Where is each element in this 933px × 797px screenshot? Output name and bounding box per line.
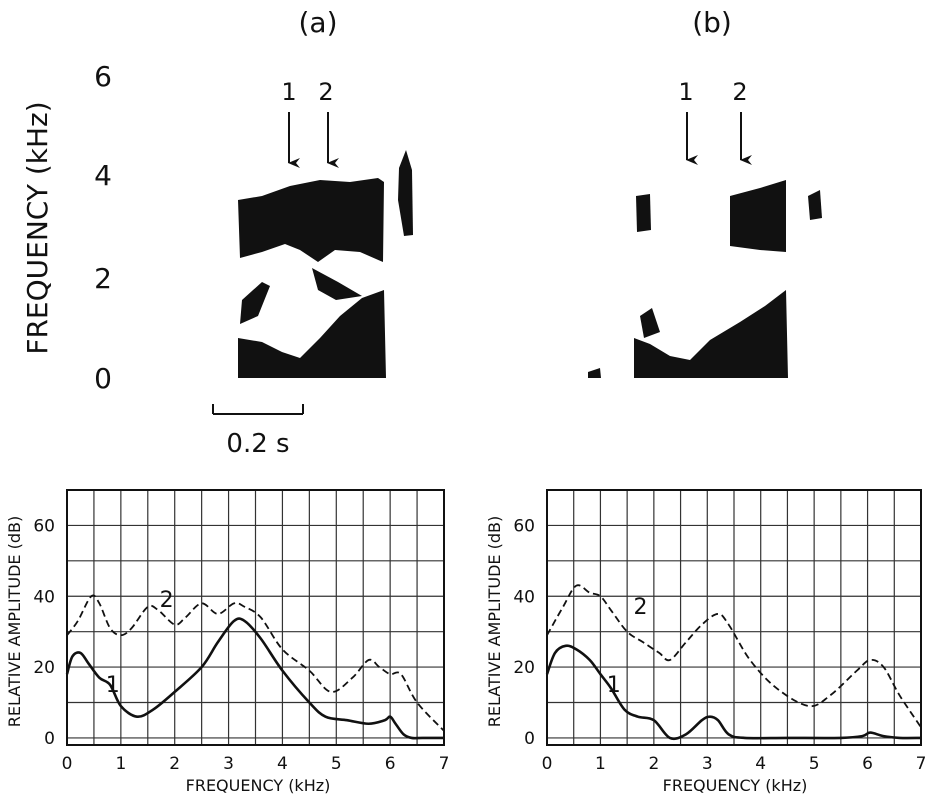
y-tick-label: 0 [44,729,55,749]
series-2-label: 2 [160,588,174,613]
y-tick-label: 40 [33,587,55,607]
series-1-label: 1 [106,673,120,698]
x-axis-label: FREQUENCY (kHz) [186,776,331,795]
x-axis-label: FREQUENCY (kHz) [663,776,808,795]
arrow-2-label: 2 [318,78,333,106]
series-1-line [65,617,444,740]
spectrogram-a [238,150,413,378]
x-tick-label: 2 [648,754,659,774]
spectrogram-axis: FREQUENCY (kHz) 6 4 2 0 [21,60,112,395]
spectrogram-a-burst [398,150,413,236]
spectrogram-b-noise [588,368,601,378]
arrow-1-label: 1 [281,78,296,106]
x-tick-label: 3 [702,754,713,774]
y-tick-label: 20 [33,658,55,678]
y-tick-label: 60 [33,516,55,536]
panel-b-arrows: 1 2 [678,78,752,165]
x-tick-label: 5 [331,754,342,774]
time-scale-bar: 0.2 s [212,404,304,459]
panel-a-arrows: 1 2 [281,78,339,168]
series-2-line [546,584,922,728]
plot-frame [546,489,922,746]
spectrogram-tick-label: 0 [94,362,112,395]
x-tick-label: 6 [385,754,396,774]
x-tick-label: 4 [277,754,288,774]
spectrogram-a-formant-mid [240,282,270,324]
y-tick-label: 60 [513,516,535,536]
y-axis-label: RELATIVE AMPLITUDE (dB) [485,516,504,728]
spectrogram-b [588,180,822,378]
spectrogram-b-formant-low [634,290,788,378]
series-2-line [66,594,445,732]
scale-bar-label: 0.2 s [226,429,289,459]
spectrum-chart-a: 0 1 2 3 4 5 6 7 0 20 40 60 FREQUENCY (kHz) RELATIVE A… [5,489,450,795]
x-tick-label: 6 [862,754,873,774]
x-tick-label: 1 [115,754,126,774]
x-tick-label: 0 [542,754,553,774]
x-tick-label: 7 [916,754,927,774]
spectrogram-b-formant-high-left [636,194,651,232]
x-tick-label: 3 [223,754,234,774]
x-tick-label: 1 [595,754,606,774]
plot-frame [66,489,445,746]
spectrogram-b-formant-high-right [730,180,786,252]
panel-a-label: (a) [298,6,337,39]
x-tick-label: 0 [62,754,73,774]
spectrogram-ylabel: FREQUENCY (kHz) [21,101,54,354]
spectrogram-tick-label: 4 [94,159,112,192]
series-1-line [545,644,922,741]
arrow-1-label: 1 [678,78,693,106]
y-tick-label: 40 [513,587,535,607]
spectrogram-tick-label: 2 [94,262,112,295]
x-tick-label: 4 [755,754,766,774]
panel-b-label: (b) [692,6,732,39]
spectrum-chart-b: 0 1 2 3 4 5 6 7 0 20 40 60 FREQUENCY (kHz) RELATIVE A… [485,489,927,795]
x-tick-label: 2 [169,754,180,774]
arrow-2-label: 2 [732,78,747,106]
series-2-label: 2 [634,595,648,620]
series-1-label: 1 [607,673,621,698]
spectrogram-a-formant-right [312,268,362,300]
y-axis-label: RELATIVE AMPLITUDE (dB) [5,516,24,728]
spectrogram-b-formant-mid [640,308,660,338]
x-tick-label: 5 [809,754,820,774]
spectrogram-a-formant-high [238,178,384,262]
spectrogram-tick-label: 6 [94,60,112,93]
spectrogram-a-formant-low [238,290,386,378]
y-tick-label: 0 [524,729,535,749]
spectrogram-b-burst [808,190,822,220]
y-tick-label: 20 [513,658,535,678]
x-tick-label: 7 [439,754,450,774]
